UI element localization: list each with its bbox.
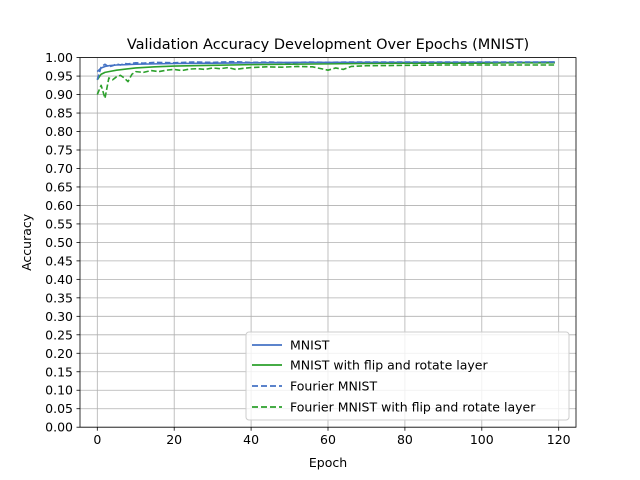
x-tick-label: 80 [397, 432, 413, 447]
chart-title: Validation Accuracy Development Over Epo… [127, 37, 529, 53]
legend: MNIST MNIST with flip and rotate layer F… [245, 331, 570, 421]
y-tick-label: 0.75 [45, 143, 73, 158]
y-tick-label: 0.20 [45, 346, 73, 361]
series-line-2 [96, 61, 555, 81]
y-tick-label: 0.25 [45, 327, 73, 342]
y-tick-label: 0.95 [45, 69, 73, 84]
x-axis-label: Epoch [309, 455, 347, 470]
y-tick-label: 0.90 [45, 87, 73, 102]
y-tick-label: 0.15 [45, 364, 73, 379]
y-tick-label: 0.00 [45, 420, 73, 435]
series-lines [96, 60, 555, 100]
y-tick-label: 0.45 [45, 253, 73, 268]
x-tick-label: 120 [547, 432, 571, 447]
y-tick-label: 0.05 [45, 401, 73, 416]
x-tick-label: 100 [470, 432, 494, 447]
legend-label-fourier-mnist: Fourier MNIST [290, 379, 377, 394]
x-tick-label: 40 [243, 432, 259, 447]
y-tick-label: 0.55 [45, 216, 73, 231]
y-tick-label: 0.35 [45, 290, 73, 305]
y-tick-label: 0.65 [45, 179, 73, 194]
y-axis-ticks: 0.00 0.05 0.10 0.15 0.20 0.25 0.30 0.35 0.40 0.45… [45, 50, 80, 435]
x-tick-label: 60 [320, 432, 336, 447]
y-axis-label: Accuracy [19, 213, 34, 271]
y-tick-label: 1.00 [45, 50, 73, 65]
y-tick-label: 0.40 [45, 272, 73, 287]
y-tick-label: 0.80 [45, 124, 73, 139]
y-tick-label: 0.50 [45, 235, 73, 250]
x-tick-label: 20 [166, 432, 182, 447]
y-tick-label: 0.70 [45, 161, 73, 176]
y-tick-label: 0.60 [45, 198, 73, 213]
series-line-3 [96, 60, 555, 81]
legend-label-fourier-mnist-flip-rotate: Fourier MNIST with flip and rotate layer [290, 400, 536, 415]
series-line-4 [96, 64, 555, 100]
y-tick-label: 0.10 [45, 383, 73, 398]
x-tick-label: 0 [93, 432, 101, 447]
legend-label-mnist: MNIST [290, 338, 330, 353]
legend-label-mnist-flip-rotate: MNIST with flip and rotate layer [290, 358, 488, 373]
legend-frame [245, 331, 570, 421]
x-axis-ticks: 0 20 40 60 80 100 120 [93, 427, 571, 447]
y-tick-label: 0.85 [45, 106, 73, 121]
y-tick-label: 0.30 [45, 309, 73, 324]
